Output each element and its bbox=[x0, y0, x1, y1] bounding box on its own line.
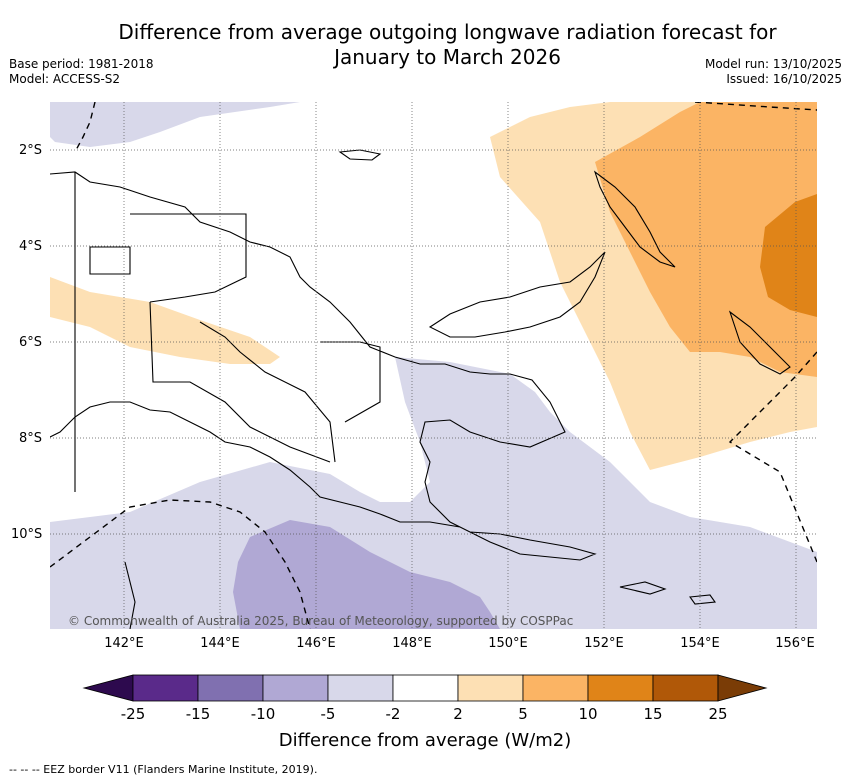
lon-label-146e: 146°E bbox=[296, 636, 336, 651]
map-title: Difference from average outgoing longwav… bbox=[118, 20, 777, 69]
colorbar-max-arrow bbox=[717, 674, 768, 702]
colorbar-title: Difference from average (W/m2) bbox=[278, 730, 572, 751]
coastlines bbox=[50, 149, 791, 629]
colorbar-swatch-6 bbox=[457, 674, 524, 702]
new-guinea-coast bbox=[50, 171, 597, 561]
colorbar bbox=[82, 674, 768, 702]
anomaly-pos-east-core bbox=[760, 194, 817, 317]
colorbar-swatch-9 bbox=[652, 674, 719, 702]
colorbar-swatch-2 bbox=[197, 674, 264, 702]
new-britain-coast bbox=[428, 251, 606, 338]
borders bbox=[74, 172, 381, 492]
solomon-islands bbox=[619, 581, 716, 605]
lon-label-152e: 152°E bbox=[584, 636, 624, 651]
colorbar-label-7: 5 bbox=[518, 705, 528, 723]
issued-date: Issued: 16/10/2025 bbox=[726, 72, 842, 86]
colorbar-label-8: 10 bbox=[578, 705, 598, 723]
province-border-1 bbox=[89, 246, 131, 275]
meta-left: Base period: 1981-2018 Model: ACCESS-S2 bbox=[9, 57, 154, 87]
meta-right: Model run: 13/10/2025 Issued: 16/10/2025 bbox=[705, 57, 842, 87]
lat-label-2s: 2°S bbox=[19, 143, 43, 158]
colorbar-swatch-4 bbox=[327, 674, 394, 702]
province-border-2 bbox=[130, 213, 247, 303]
copyright-notice: © Commonwealth of Australia 2025, Bureau… bbox=[68, 614, 574, 628]
colorbar-swatch-5 bbox=[392, 674, 459, 702]
lat-label-6s: 6°S bbox=[19, 335, 43, 350]
anomaly-neg-north bbox=[50, 102, 300, 147]
colorbar-label-6: 2 bbox=[453, 705, 463, 723]
anomaly-neg-south-core bbox=[233, 520, 500, 629]
lat-label-4s: 4°S bbox=[19, 239, 43, 254]
lon-label-144e: 144°E bbox=[200, 636, 240, 651]
colorbar-label-2: -15 bbox=[185, 705, 211, 723]
lon-label-142e: 142°E bbox=[104, 636, 144, 651]
colorbar-label-1: -25 bbox=[120, 705, 146, 723]
colorbar-min-arrow bbox=[82, 674, 134, 702]
lon-label-150e: 150°E bbox=[488, 636, 528, 651]
colorbar-label-3: -10 bbox=[250, 705, 276, 723]
lat-label-8s: 8°S bbox=[19, 431, 43, 446]
eez-legend-note: -- -- -- EEZ border V11 (Flanders Marine… bbox=[9, 763, 318, 776]
map-panel bbox=[50, 102, 817, 629]
cape-york-coast bbox=[124, 561, 136, 629]
colorbar-swatch-3 bbox=[262, 674, 329, 702]
eez-border-north bbox=[74, 102, 96, 153]
colorbar-label-5: -2 bbox=[385, 705, 401, 723]
colorbar-swatch-1 bbox=[132, 674, 199, 702]
eez-border-east bbox=[694, 102, 817, 111]
province-border-5 bbox=[320, 341, 381, 423]
eez-border-east-2 bbox=[728, 351, 817, 563]
eez-border-south-west bbox=[50, 499, 311, 629]
lon-label-154e: 154°E bbox=[680, 636, 720, 651]
anomaly-pos-west bbox=[50, 277, 280, 364]
colorbar-label-4: -5 bbox=[320, 705, 336, 723]
bougainville-coast bbox=[728, 310, 791, 375]
colorbar-label-10: 25 bbox=[708, 705, 728, 723]
model-run: Model run: 13/10/2025 bbox=[704, 57, 842, 71]
new-ireland-coast bbox=[593, 170, 676, 268]
eez-borders bbox=[50, 102, 817, 629]
model-name: Model: ACCESS-S2 bbox=[9, 72, 121, 86]
base-period: Base period: 1981-2018 bbox=[9, 57, 154, 71]
lon-label-148e: 148°E bbox=[392, 636, 432, 651]
colorbar-swatch-8 bbox=[587, 674, 654, 702]
province-border-4 bbox=[199, 321, 336, 463]
province-border-3 bbox=[149, 301, 331, 463]
lat-label-10s: 10°S bbox=[11, 527, 43, 542]
graticule bbox=[50, 102, 817, 629]
colorbar-label-9: 15 bbox=[643, 705, 663, 723]
anomaly-pos-east-mid bbox=[595, 102, 817, 377]
colorbar-swatch-7 bbox=[522, 674, 589, 702]
lon-label-156e: 156°E bbox=[775, 636, 815, 651]
